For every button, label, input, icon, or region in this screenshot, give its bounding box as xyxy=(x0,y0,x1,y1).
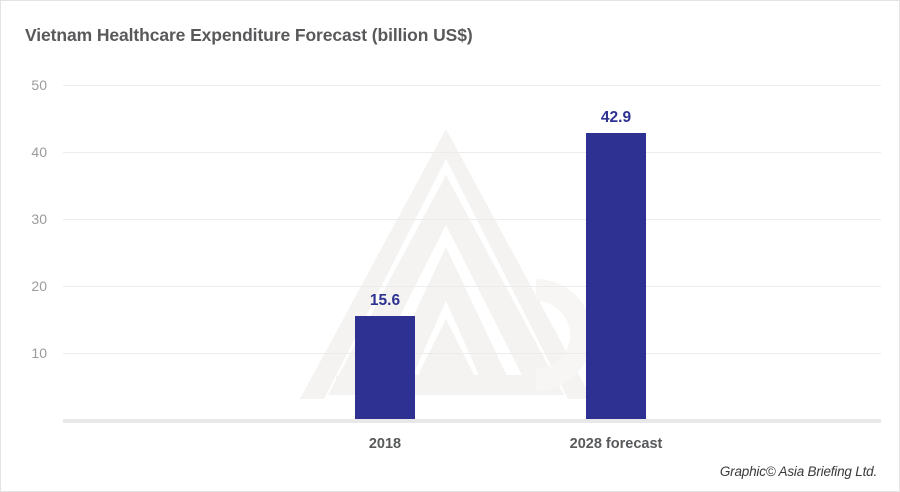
ytick-label-20: 20 xyxy=(31,278,47,294)
gridline-10: 10 xyxy=(31,345,881,361)
bar-value-2018: 15.6 xyxy=(369,292,401,309)
bar-2028-forecast[interactable] xyxy=(586,132,646,420)
ytick-label-50: 50 xyxy=(31,77,47,93)
bar-category-2028-forecast: 2028 forecast xyxy=(569,436,663,452)
bar-group-2018: 15.6 2018 xyxy=(325,85,445,452)
x-axis-baseline xyxy=(63,419,881,423)
ytick-label-40: 40 xyxy=(31,144,47,160)
graphic-credit: Graphic© Asia Briefing Ltd. xyxy=(719,464,877,479)
chart-title: Vietnam Healthcare Expenditure Forecast … xyxy=(25,25,473,45)
gridline-40: 40 xyxy=(31,144,881,160)
gridline-20: 20 xyxy=(31,278,881,294)
ytick-label-30: 30 xyxy=(31,211,47,227)
ytick-label-10: 10 xyxy=(31,345,47,361)
bar-category-2018: 2018 xyxy=(368,436,402,452)
gridline-30: 30 xyxy=(31,211,881,227)
bar-value-2028-forecast: 42.9 xyxy=(600,109,632,126)
plot-area: 50 40 30 20 10 15.6 2018 42.9 2028 forec… xyxy=(31,77,881,452)
bar-2018[interactable] xyxy=(355,315,415,420)
bar-group-2028-forecast: 42.9 2028 forecast xyxy=(556,85,676,452)
gridline-50: 50 xyxy=(31,77,881,93)
